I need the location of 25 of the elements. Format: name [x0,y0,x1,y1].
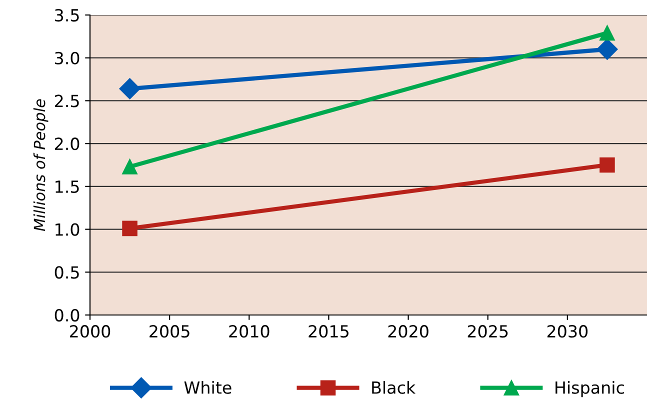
y-tick-label: 0.5 [54,266,79,279]
y-axis-title: Millions of People [33,99,48,232]
y-tick-label: 2.5 [54,94,79,108]
x-tick-label: 2000 [70,325,110,338]
y-tick-label: 1.0 [56,223,80,236]
point [600,157,615,173]
x-tick-label: 2025 [468,325,508,338]
x-tick-label: 2015 [308,325,348,338]
y-tick-label: 2.0 [54,138,80,150]
x-tick-label: 2005 [150,325,190,338]
y-tick-label: 3.5 [55,8,79,22]
y-tick-label: 0.0 [54,308,80,322]
x-tick-label: 2030 [547,325,588,338]
legend-label: Hispanic [556,381,624,398]
y-tick-label: 1.5 [56,180,79,193]
legend-label: Black [372,381,416,394]
legend-label: White [184,381,232,394]
point [600,25,615,41]
point [119,78,140,100]
y-tick-label: 3.0 [55,52,80,64]
x-tick-label: 2010 [229,325,270,338]
point [596,38,618,60]
point [122,220,138,236]
point [122,159,138,174]
x-tick-label: 2020 [388,325,428,338]
